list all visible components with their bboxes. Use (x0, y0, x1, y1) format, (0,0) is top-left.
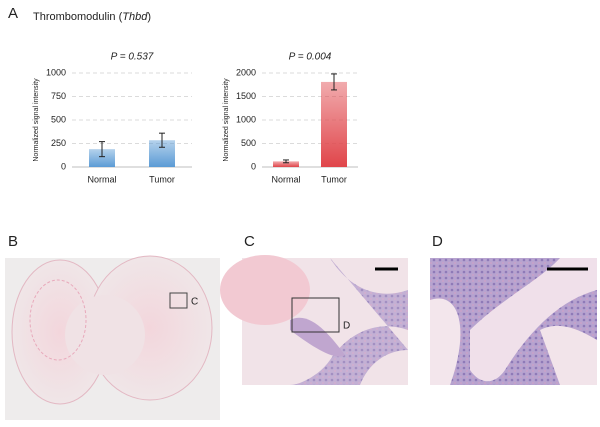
x-tick-label: Tumor (321, 174, 347, 184)
error-bar (283, 159, 289, 164)
title-part: Thrombomodulin ( (33, 11, 123, 23)
box-label: D (343, 321, 350, 332)
y-axis-label: Normalized signal intensity (223, 78, 230, 162)
panel-label: D (432, 233, 443, 250)
panel-label: A (8, 5, 18, 22)
y-tick-label: 0 (251, 161, 256, 171)
x-tick-label: Tumor (149, 174, 175, 184)
bar (321, 81, 347, 167)
bar (273, 161, 299, 167)
y-axis-label: Normalized signal intensity (33, 78, 40, 162)
y-tick-label: 500 (241, 138, 256, 148)
histology-c: D (220, 255, 408, 385)
histology-b: C (5, 255, 220, 420)
chart-title: P = 0.004 (289, 52, 332, 63)
y-tick-label: 1500 (236, 91, 256, 101)
error-bar (159, 132, 165, 148)
y-tick-label: 500 (51, 114, 66, 124)
y-tick-label: 250 (51, 138, 66, 148)
box-label: C (191, 297, 198, 308)
x-tick-label: Normal (87, 174, 116, 184)
title-part: ) (147, 11, 151, 23)
x-tick-label: Normal (271, 174, 300, 184)
y-tick-label: 750 (51, 91, 66, 101)
error-bar (99, 141, 105, 158)
error-bar (331, 73, 337, 91)
y-tick-label: 0 (61, 161, 66, 171)
histology-d (430, 258, 597, 385)
panel-label: C (244, 233, 255, 250)
title-part: Thbd (122, 11, 148, 23)
chart-title: P = 0.537 (111, 52, 154, 63)
y-tick-label: 2000 (236, 67, 256, 77)
figure-title: Thrombomodulin (Thbd) (33, 11, 151, 23)
bar (89, 149, 115, 167)
y-tick-label: 1000 (46, 67, 66, 77)
panel-label: B (8, 233, 18, 250)
y-tick-label: 1000 (236, 114, 256, 124)
